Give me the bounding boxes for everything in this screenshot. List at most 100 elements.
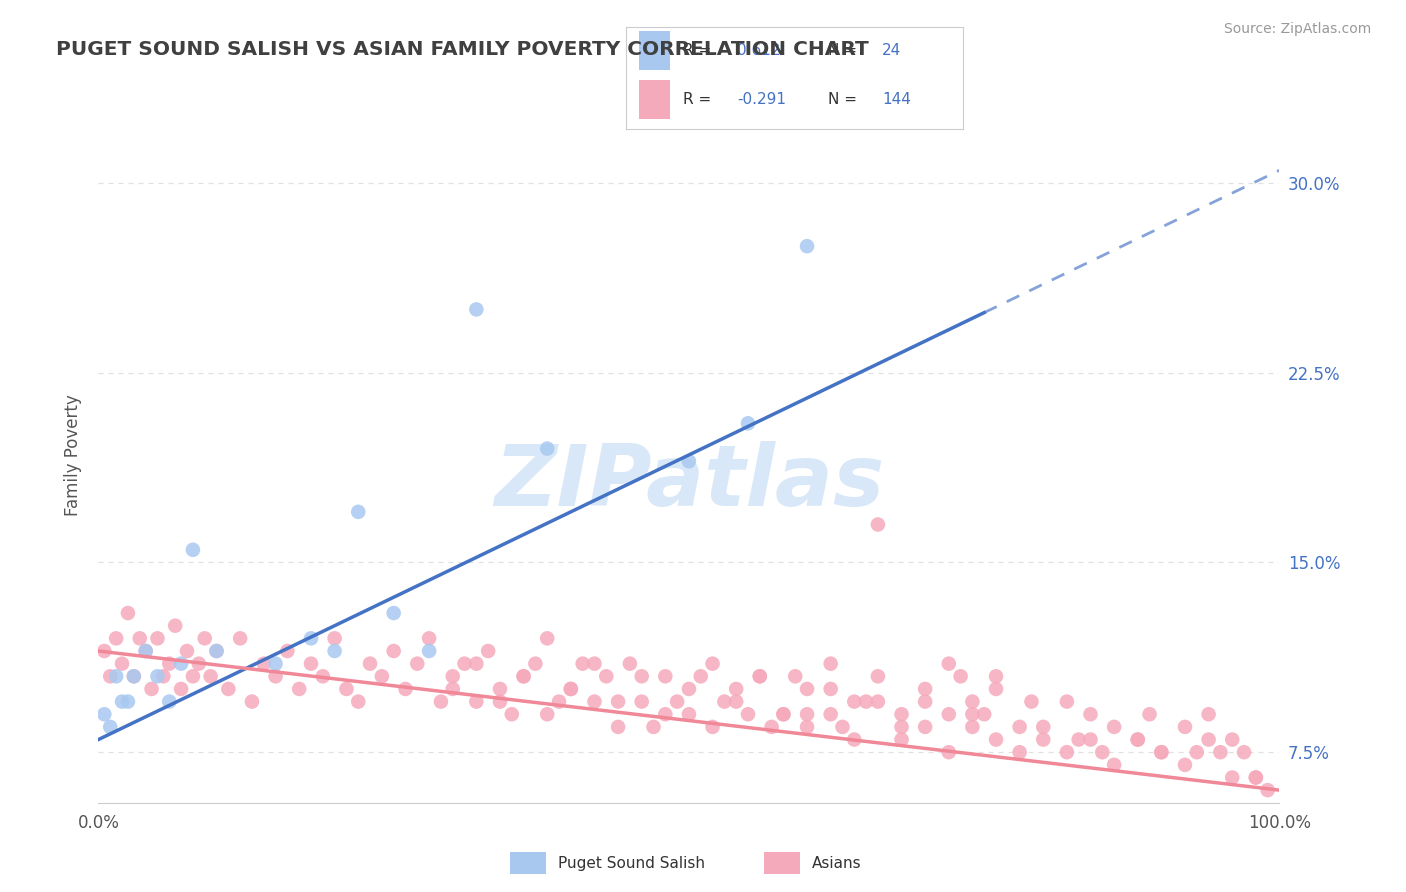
- Point: [796, 681, 818, 696]
- Point: [1220, 732, 1243, 747]
- Point: [689, 669, 711, 683]
- Point: [1233, 745, 1256, 759]
- Point: [1209, 745, 1232, 759]
- Point: [1056, 695, 1078, 709]
- Point: [157, 695, 180, 709]
- Point: [748, 669, 770, 683]
- Point: [984, 669, 1007, 683]
- Point: [702, 657, 724, 671]
- Point: [1032, 720, 1054, 734]
- Point: [93, 707, 115, 722]
- Text: -0.291: -0.291: [737, 92, 786, 107]
- Text: R =: R =: [683, 43, 716, 58]
- Point: [949, 669, 972, 683]
- Text: 24: 24: [882, 43, 901, 58]
- Point: [98, 669, 121, 683]
- Point: [406, 657, 429, 671]
- Point: [117, 695, 139, 709]
- Point: [785, 669, 807, 683]
- Point: [702, 720, 724, 734]
- Point: [1150, 745, 1173, 759]
- Point: [962, 720, 984, 734]
- Point: [418, 632, 440, 646]
- Point: [453, 657, 475, 671]
- Point: [1150, 745, 1173, 759]
- Point: [146, 632, 169, 646]
- Text: Puget Sound Salish: Puget Sound Salish: [558, 855, 704, 871]
- Point: [844, 732, 866, 747]
- Point: [583, 695, 606, 709]
- Point: [135, 644, 157, 658]
- Point: [938, 657, 960, 671]
- Point: [253, 657, 276, 671]
- Point: [347, 695, 370, 709]
- Point: [312, 669, 335, 683]
- Point: [512, 669, 534, 683]
- Point: [914, 695, 936, 709]
- Point: [595, 669, 617, 683]
- Point: [382, 606, 405, 620]
- Point: [796, 707, 818, 722]
- Point: [128, 632, 150, 646]
- Point: [382, 644, 405, 658]
- FancyBboxPatch shape: [640, 31, 669, 70]
- Point: [122, 669, 145, 683]
- Point: [165, 618, 187, 632]
- Point: [135, 644, 157, 658]
- Point: [1032, 732, 1054, 747]
- Point: [1174, 720, 1197, 734]
- Point: [441, 681, 464, 696]
- Point: [831, 720, 853, 734]
- Point: [938, 745, 960, 759]
- Point: [820, 707, 842, 722]
- Point: [371, 669, 394, 683]
- Point: [713, 695, 735, 709]
- Point: [560, 681, 582, 696]
- Point: [796, 720, 818, 734]
- Point: [512, 669, 534, 683]
- Point: [560, 681, 582, 696]
- Point: [737, 707, 759, 722]
- Point: [194, 632, 217, 646]
- Point: [1139, 707, 1161, 722]
- Point: [152, 669, 174, 683]
- Point: [984, 681, 1007, 696]
- Point: [323, 644, 346, 658]
- Point: [240, 695, 263, 709]
- Point: [501, 707, 523, 722]
- Point: [962, 707, 984, 722]
- Point: [1126, 732, 1149, 747]
- Point: [630, 669, 652, 683]
- Point: [111, 695, 134, 709]
- Text: 144: 144: [882, 92, 911, 107]
- Point: [914, 681, 936, 696]
- Point: [607, 720, 630, 734]
- Point: [181, 542, 204, 557]
- Point: [465, 695, 488, 709]
- Point: [1102, 757, 1125, 772]
- Point: [146, 669, 169, 683]
- Point: [973, 707, 995, 722]
- Point: [335, 681, 357, 696]
- Point: [1198, 732, 1220, 747]
- Point: [264, 669, 287, 683]
- Point: [737, 417, 759, 431]
- Point: [536, 707, 558, 722]
- Point: [761, 720, 783, 734]
- Point: [157, 657, 180, 671]
- Point: [1080, 707, 1102, 722]
- Point: [229, 632, 252, 646]
- FancyBboxPatch shape: [510, 852, 546, 874]
- Point: [1126, 732, 1149, 747]
- Point: [619, 808, 641, 822]
- Point: [111, 657, 134, 671]
- Point: [772, 707, 794, 722]
- Point: [98, 720, 121, 734]
- Point: [105, 632, 128, 646]
- Point: [93, 644, 115, 658]
- Point: [1244, 771, 1267, 785]
- Point: [299, 632, 322, 646]
- Point: [170, 657, 193, 671]
- Point: [288, 681, 311, 696]
- Point: [844, 695, 866, 709]
